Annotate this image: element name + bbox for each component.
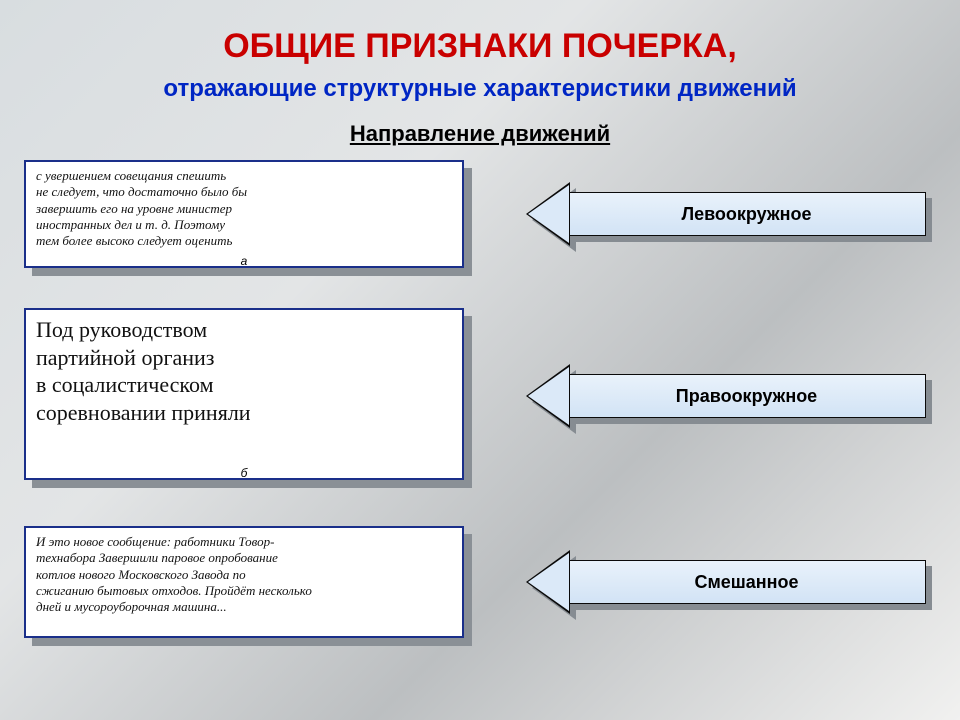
arrow-label: Смешанное bbox=[526, 550, 926, 614]
handwriting-sample: Под руководством партийной организ в соц… bbox=[24, 308, 464, 480]
subtitle: отражающие структурные характеристики дв… bbox=[24, 75, 936, 103]
arrow-label: Левоокружное bbox=[526, 182, 926, 246]
arrow-head-fill bbox=[528, 367, 569, 425]
handwriting-text: Под руководством партийной организ в соц… bbox=[36, 316, 452, 426]
arrow-head-fill bbox=[528, 553, 569, 611]
slide: ОБЩИЕ ПРИЗНАКИ ПОЧЕРКА, отражающие струк… bbox=[0, 0, 960, 720]
arrow-label: Правоокружное bbox=[526, 364, 926, 428]
handwriting-sample: с увершением совещания спешить не следуе… bbox=[24, 160, 464, 268]
arrow-head-fill bbox=[528, 185, 569, 243]
arrow-text: Смешанное bbox=[694, 572, 798, 593]
sample-under-label: а bbox=[241, 254, 248, 268]
section-label: Направление движений bbox=[24, 121, 936, 147]
sample-box: И это новое сообщение: работники Товор- … bbox=[24, 526, 464, 638]
arrow-main: Правоокружное bbox=[526, 364, 926, 428]
handwriting-sample: И это новое сообщение: работники Товор- … bbox=[24, 526, 464, 638]
arrow-main: Левоокружное bbox=[526, 182, 926, 246]
arrow-text: Правоокружное bbox=[676, 386, 817, 407]
handwriting-text: с увершением совещания спешить не следуе… bbox=[36, 168, 452, 249]
rows-container: с увершением совещания спешить не следуе… bbox=[24, 160, 936, 638]
title-main: ОБЩИЕ ПРИЗНАКИ ПОЧЕРКА, bbox=[24, 28, 936, 65]
arrow-main: Смешанное bbox=[526, 550, 926, 614]
sample-box: Под руководством партийной организ в соц… bbox=[24, 308, 464, 480]
handwriting-text: И это новое сообщение: работники Товор- … bbox=[36, 534, 452, 615]
sample-box: с увершением совещания спешить не следуе… bbox=[24, 160, 464, 268]
example-row: Под руководством партийной организ в соц… bbox=[24, 308, 936, 480]
sample-under-label: б bbox=[241, 466, 248, 480]
example-row: с увершением совещания спешить не следуе… bbox=[24, 160, 936, 268]
arrow-text: Левоокружное bbox=[681, 204, 811, 225]
example-row: И это новое сообщение: работники Товор- … bbox=[24, 526, 936, 638]
